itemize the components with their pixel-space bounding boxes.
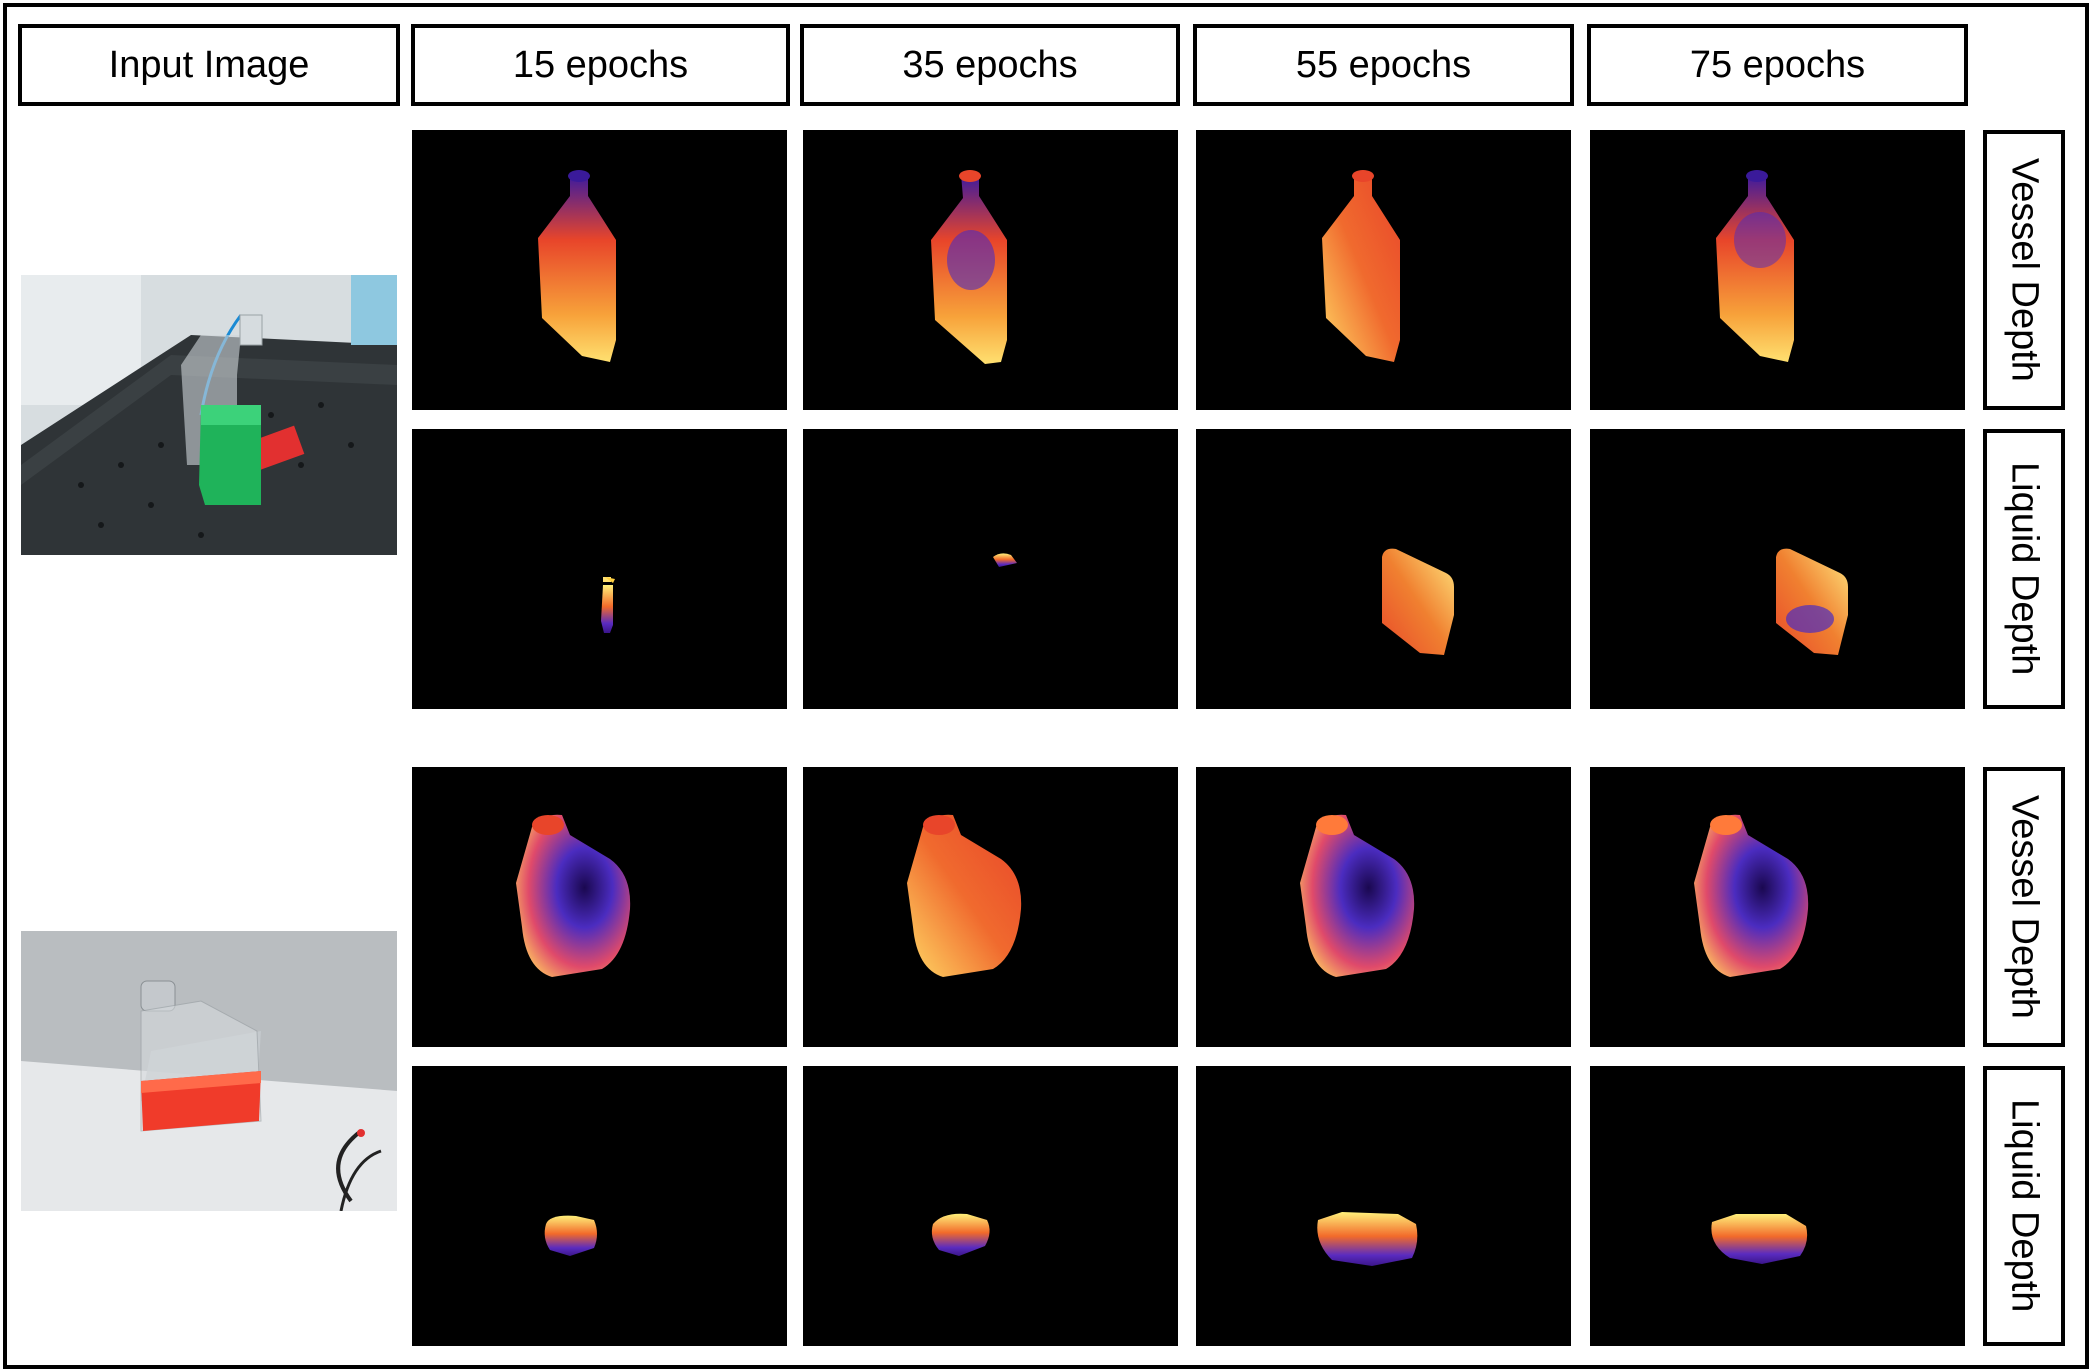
sample2-vessel-depth-15 (412, 767, 787, 1047)
sample2-liquid-depth-15 (412, 1066, 787, 1346)
sample2-liquid-depth-35 (803, 1066, 1178, 1346)
sample2-vessel-depth-55 (1196, 767, 1571, 1047)
sample1-liquid-depth-55 (1196, 429, 1571, 709)
sample1-liquid-depth-75 (1590, 429, 1965, 709)
sample2-liquid-depth-55 (1196, 1066, 1571, 1346)
row-label-liquid-depth-1: Liquid Depth (1983, 429, 2065, 709)
sample1-liquid-depth-35 (803, 429, 1178, 709)
input-image-green-flask (21, 275, 397, 555)
sample1-liquid-depth-15 (412, 429, 787, 709)
figure-frame (3, 3, 2089, 1369)
row-label-liquid-depth-2: Liquid Depth (1983, 1066, 2065, 1346)
row-label-vessel-depth-1: Vessel Depth (1983, 130, 2065, 410)
header-15-epochs: 15 epochs (411, 24, 790, 106)
header-35-epochs: 35 epochs (800, 24, 1180, 106)
sample1-vessel-depth-55 (1196, 130, 1571, 410)
sample2-liquid-depth-75 (1590, 1066, 1965, 1346)
sample1-vessel-depth-75 (1590, 130, 1965, 410)
sample1-vessel-depth-35 (803, 130, 1178, 410)
sample2-vessel-depth-75 (1590, 767, 1965, 1047)
input-image-red-flask (21, 931, 397, 1211)
header-75-epochs: 75 epochs (1587, 24, 1968, 106)
header-input-image: Input Image (18, 24, 400, 106)
row-label-vessel-depth-2: Vessel Depth (1983, 767, 2065, 1047)
sample2-vessel-depth-35 (803, 767, 1178, 1047)
header-55-epochs: 55 epochs (1193, 24, 1574, 106)
sample1-vessel-depth-15 (412, 130, 787, 410)
